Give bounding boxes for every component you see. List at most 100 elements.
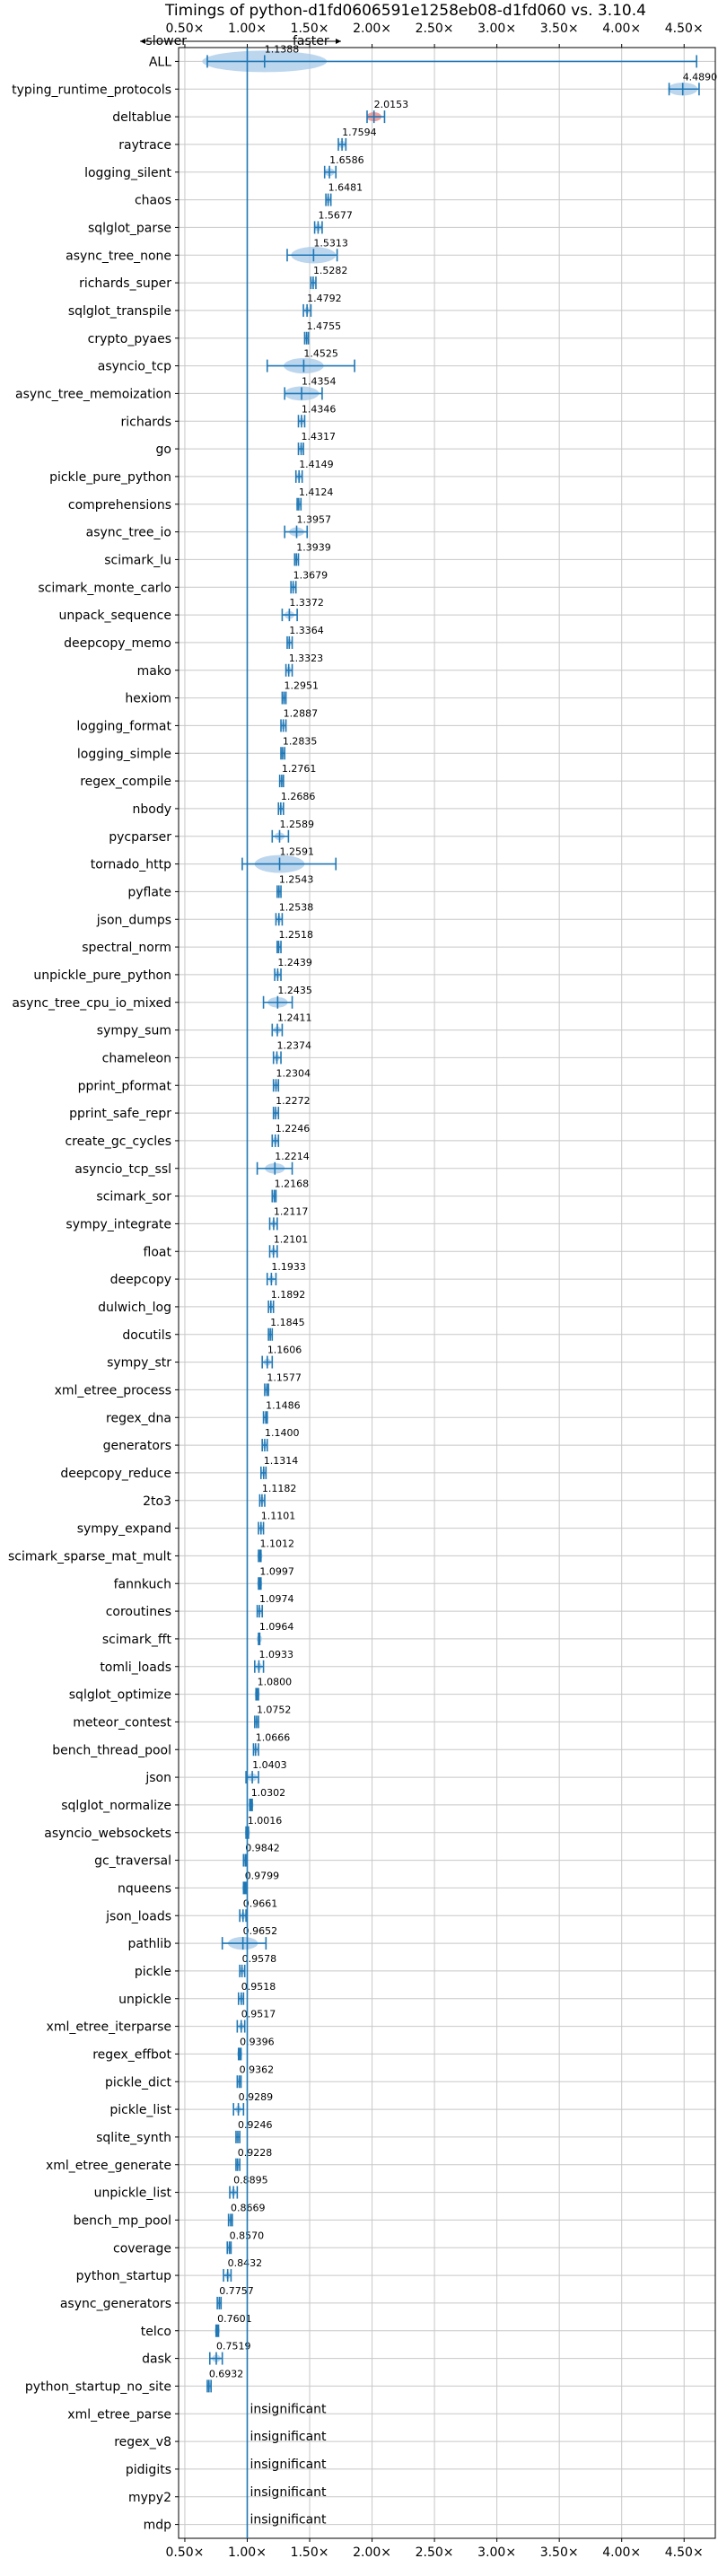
value-label: 1.0752: [257, 1704, 292, 1715]
insignificant-label: insignificant: [250, 2513, 327, 2528]
benchmark-violin: 1.0933: [254, 1649, 293, 1673]
x-tick-label-top: 1.00×: [228, 22, 267, 36]
benchmark-label: pickle_dict: [105, 2075, 172, 2090]
benchmark-label: xml_etree_iterparse: [47, 2020, 171, 2035]
value-label: 4.4890: [683, 71, 718, 83]
value-label: 1.2272: [276, 1095, 311, 1107]
benchmark-violin: 2.0153: [366, 99, 408, 124]
value-label: 0.9578: [242, 1953, 277, 1965]
benchmark-label: nbody: [133, 802, 172, 817]
benchmark-label: tomli_loads: [100, 1660, 171, 1675]
x-tick-label-top: 4.00×: [602, 22, 641, 36]
value-label: 1.1845: [270, 1317, 305, 1328]
benchmark-label: pickle: [135, 1965, 171, 1979]
benchmark-label: chameleon: [102, 1051, 171, 1065]
value-label: 1.1182: [262, 1483, 297, 1494]
benchmark-label: sympy_sum: [97, 1024, 171, 1038]
benchmark-violin: 4.4890: [668, 71, 718, 96]
value-label: 1.4792: [307, 293, 342, 304]
benchmark-label: float: [144, 1245, 172, 1259]
value-label: 1.2435: [277, 985, 312, 996]
benchmark-label: dask: [142, 2353, 172, 2367]
benchmark-violin: 1.3939: [293, 541, 331, 566]
benchmark-violin: 0.9289: [232, 2091, 273, 2116]
benchmark-violin: 1.7594: [337, 127, 377, 151]
value-label: 1.2591: [280, 846, 315, 858]
benchmark-label: spectral_norm: [82, 941, 171, 955]
benchmark-label: sympy_str: [107, 1356, 171, 1371]
benchmark-label: deepcopy_reduce: [60, 1467, 171, 1481]
value-label: 1.0016: [248, 1815, 283, 1827]
benchmark-label: mdp: [144, 2519, 172, 2533]
benchmark-violin: 1.0403: [245, 1759, 287, 1784]
value-label: 1.2246: [276, 1123, 311, 1135]
benchmark-label: coverage: [113, 2241, 171, 2256]
benchmark-violin: 1.6481: [325, 182, 363, 206]
benchmark-label: json_dumps: [96, 913, 171, 927]
benchmark-label: regex_compile: [80, 775, 171, 789]
benchmark-violin: 1.2168: [271, 1178, 309, 1203]
x-tick-label-bottom: 2.50×: [416, 2545, 454, 2560]
benchmark-violin: 1.5313: [286, 237, 348, 264]
value-label: 0.9362: [240, 2063, 275, 2075]
benchmark-violin: 1.2887: [280, 707, 318, 732]
benchmark-label: pycparser: [109, 830, 171, 845]
benchmark-label: scimark_fft: [102, 1633, 172, 1647]
benchmark-violin: 0.9842: [242, 1843, 280, 1867]
benchmark-label: pprint_safe_repr: [69, 1107, 171, 1121]
benchmark-label: scimark_monte_carlo: [38, 581, 171, 595]
insignificant-label: insignificant: [250, 2430, 327, 2444]
value-label: 1.0974: [259, 1593, 294, 1605]
benchmark-label: bench_mp_pool: [74, 2213, 171, 2228]
benchmark-label: unpickle: [118, 1993, 171, 2007]
benchmark-label: unpack_sequence: [59, 609, 171, 623]
value-label: 1.6481: [328, 182, 363, 194]
benchmark-label: docutils: [122, 1328, 171, 1343]
gridlines: [179, 48, 715, 2538]
value-label: 1.2589: [279, 819, 314, 830]
benchmark-violin: 1.3372: [281, 597, 324, 622]
benchmark-violin: 1.1101: [258, 1511, 295, 1535]
x-tick-label-bottom: 1.50×: [291, 2545, 329, 2560]
benchmark-label: sqlglot_parse: [88, 221, 171, 235]
benchmark-violin: 1.1577: [264, 1371, 302, 1397]
value-label: 1.2101: [274, 1233, 309, 1245]
value-label: 1.1606: [267, 1345, 302, 1356]
value-label: 0.9799: [245, 1870, 280, 1881]
benchmark-violin: 1.0666: [252, 1731, 290, 1757]
benchmark-violin: 1.3679: [290, 569, 328, 594]
value-label: 1.2374: [277, 1039, 312, 1051]
benchmark-label: go: [156, 442, 171, 457]
benchmark-label: coroutines: [106, 1605, 171, 1619]
value-label: 0.9661: [243, 1897, 278, 1909]
value-label: 1.3939: [296, 541, 331, 553]
benchmark-violin: 1.0302: [248, 1787, 285, 1811]
value-label: 1.4346: [302, 403, 337, 415]
benchmark-label: tornado_http: [91, 858, 171, 872]
y-axis: ALL typing_runtime_protocols deltablue rayt…: [8, 55, 179, 2533]
direction-arrowhead-left: [140, 39, 145, 44]
value-label: 0.7519: [216, 2341, 251, 2353]
benchmark-violin: 1.5677: [313, 209, 353, 234]
benchmark-label: gc_traversal: [94, 1854, 171, 1869]
benchmark-violin: 0.9517: [236, 2009, 276, 2033]
value-label: 0.9517: [241, 2009, 276, 2020]
benchmark-label: pathlib: [128, 1937, 172, 1951]
direction-arrowhead-right: [336, 39, 341, 44]
value-label: 1.5282: [313, 265, 348, 276]
benchmark-violin: 1.2101: [268, 1233, 309, 1258]
benchmark-label: logging_silent: [84, 166, 171, 180]
benchmark-label: mako: [137, 664, 171, 679]
benchmark-label: pickle_pure_python: [49, 470, 171, 485]
value-label: 0.6932: [209, 2368, 244, 2379]
benchmark-violin: 0.9652: [221, 1925, 277, 1950]
value-label: 1.4317: [302, 431, 337, 442]
x-tick-label-bottom: 2.00×: [353, 2545, 391, 2560]
benchmark-violin: 1.1892: [267, 1289, 305, 1313]
value-label: 1.5677: [318, 209, 353, 221]
benchmark-label: deepcopy: [110, 1273, 171, 1287]
benchmark-label: sympy_expand: [77, 1522, 171, 1537]
insignificant-label: insignificant: [250, 2485, 327, 2500]
benchmark-label: chaos: [135, 194, 171, 208]
